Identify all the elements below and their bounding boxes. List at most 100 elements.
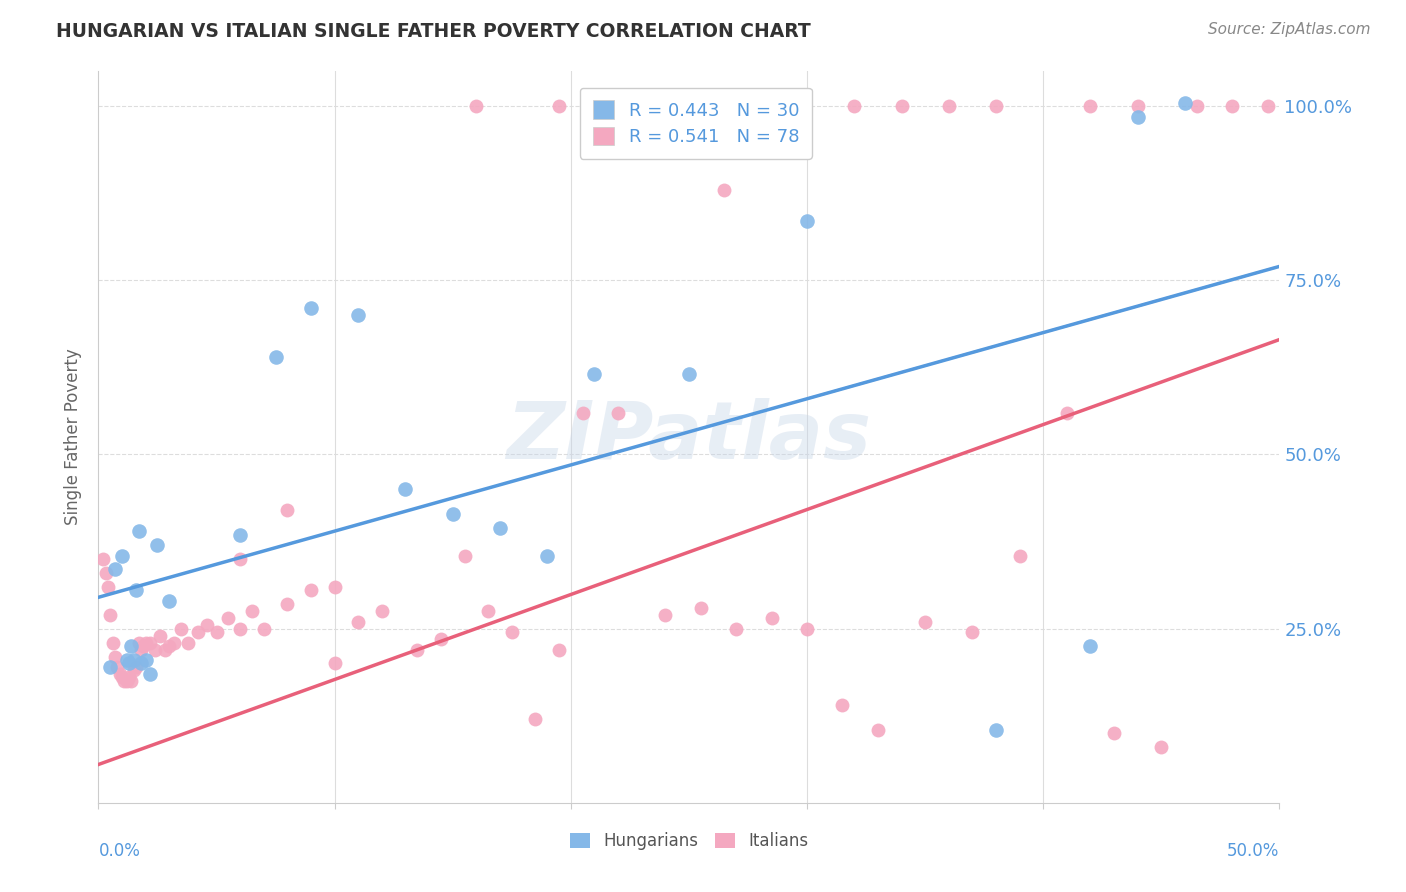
Point (844, 99, 866, 113)
Point (1080, 99, 1102, 113)
Point (583, 368, 606, 382)
Point (1150, 740, 1173, 755)
Point (125, 660, 148, 674)
Point (761, 99, 783, 113)
Point (139, 635, 162, 649)
Point (146, 538, 169, 552)
Point (1185, 99, 1208, 113)
Point (122, 653, 145, 667)
Point (195, 618, 218, 632)
Text: HUNGARIAN VS ITALIAN SINGLE FATHER POVERTY CORRELATION CHART: HUNGARIAN VS ITALIAN SINGLE FATHER POVER… (56, 22, 811, 41)
Point (101, 635, 124, 649)
Text: Source: ZipAtlas.com: Source: ZipAtlas.com (1208, 22, 1371, 37)
Point (1008, 549, 1031, 563)
Point (111, 670, 134, 684)
Text: 0.0%: 0.0% (98, 842, 141, 860)
Point (143, 642, 166, 657)
Point (347, 615, 370, 629)
Point (406, 642, 429, 657)
Point (796, 214, 818, 228)
Y-axis label: Single Father Poverty: Single Father Poverty (65, 349, 83, 525)
Text: 50.0%: 50.0% (1227, 842, 1279, 860)
Point (1220, 99, 1243, 113)
Point (135, 635, 157, 649)
Point (153, 642, 176, 657)
Point (128, 524, 150, 538)
Point (394, 483, 416, 497)
Point (441, 507, 464, 521)
Point (128, 635, 150, 649)
Point (501, 625, 523, 640)
Point (157, 594, 180, 608)
Point (135, 653, 157, 667)
Point (785, 99, 807, 113)
Point (984, 723, 1007, 737)
Point (725, 622, 748, 636)
Point (654, 607, 676, 622)
Point (524, 712, 547, 726)
Point (115, 673, 138, 688)
Point (347, 308, 370, 322)
Point (139, 667, 162, 681)
Point (548, 642, 571, 657)
Point (129, 657, 152, 671)
Point (607, 406, 630, 420)
Point (105, 660, 128, 674)
Point (98, 607, 121, 622)
Point (97, 580, 120, 594)
Point (104, 562, 127, 576)
Point (866, 723, 889, 737)
Point (323, 657, 346, 671)
Point (453, 549, 475, 563)
Point (177, 635, 200, 649)
Point (125, 583, 148, 598)
Point (489, 521, 512, 535)
Point (914, 615, 936, 629)
Point (118, 657, 141, 671)
Point (240, 604, 263, 618)
Point (163, 635, 186, 649)
Point (713, 183, 735, 197)
Point (121, 639, 143, 653)
Point (299, 583, 322, 598)
Point (157, 639, 180, 653)
Point (229, 527, 252, 541)
Point (217, 611, 239, 625)
Point (276, 503, 298, 517)
Point (938, 99, 960, 113)
Point (98, 660, 121, 674)
Point (796, 622, 818, 636)
Point (748, 117, 770, 131)
Point (205, 625, 228, 640)
Point (118, 670, 141, 684)
Point (299, 301, 322, 316)
Point (149, 629, 172, 643)
Point (94, 566, 117, 580)
Point (984, 99, 1007, 113)
Point (536, 549, 558, 563)
Point (1257, 99, 1279, 113)
Point (678, 368, 700, 382)
Point (371, 604, 394, 618)
Point (121, 673, 143, 688)
Point (1056, 406, 1078, 420)
Point (1080, 639, 1102, 653)
Point (91, 552, 114, 566)
Point (689, 600, 711, 615)
Point (1126, 110, 1149, 124)
Point (132, 639, 155, 653)
Point (477, 604, 499, 618)
Point (831, 698, 853, 713)
Point (761, 611, 783, 625)
Point (323, 580, 346, 594)
Text: ZIPatlas: ZIPatlas (506, 398, 872, 476)
Point (890, 99, 912, 113)
Point (430, 632, 453, 646)
Point (104, 649, 127, 664)
Point (170, 622, 193, 636)
Point (1174, 95, 1197, 110)
Point (115, 653, 138, 667)
Point (276, 597, 298, 611)
Point (253, 622, 276, 636)
Point (548, 99, 571, 113)
